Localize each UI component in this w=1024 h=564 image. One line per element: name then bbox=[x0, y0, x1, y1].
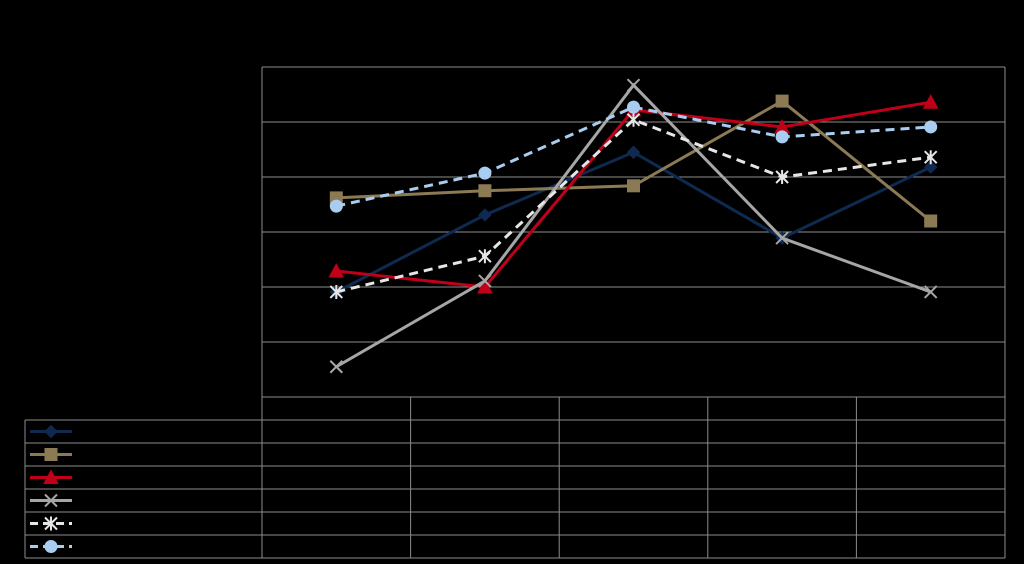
marker bbox=[775, 170, 789, 184]
marker bbox=[923, 160, 938, 174]
series-line bbox=[335, 82, 932, 369]
legend-marker bbox=[43, 469, 59, 484]
marker bbox=[626, 112, 641, 127]
marker bbox=[924, 120, 938, 134]
marker bbox=[328, 262, 345, 278]
marker bbox=[922, 94, 939, 109]
marker bbox=[478, 184, 492, 198]
series-line bbox=[335, 105, 931, 208]
marker bbox=[478, 166, 492, 180]
marker bbox=[329, 360, 344, 374]
legend-marker bbox=[44, 516, 58, 531]
legend-marker bbox=[44, 424, 58, 439]
series-line bbox=[335, 118, 931, 294]
marker bbox=[478, 274, 492, 288]
marker bbox=[329, 284, 344, 299]
marker bbox=[775, 231, 789, 245]
marker bbox=[923, 150, 938, 165]
legend-marker bbox=[44, 448, 58, 461]
marker bbox=[924, 214, 938, 228]
marker bbox=[477, 278, 493, 294]
marker bbox=[478, 208, 492, 222]
marker bbox=[626, 145, 641, 159]
marker bbox=[627, 179, 640, 193]
marker bbox=[626, 78, 641, 92]
legend-marker bbox=[44, 493, 58, 508]
marker bbox=[775, 94, 789, 108]
marker bbox=[775, 130, 789, 144]
marker bbox=[627, 100, 640, 114]
marker bbox=[923, 285, 938, 299]
marker bbox=[329, 199, 343, 213]
legend-marker bbox=[44, 540, 58, 553]
marker bbox=[478, 249, 492, 264]
